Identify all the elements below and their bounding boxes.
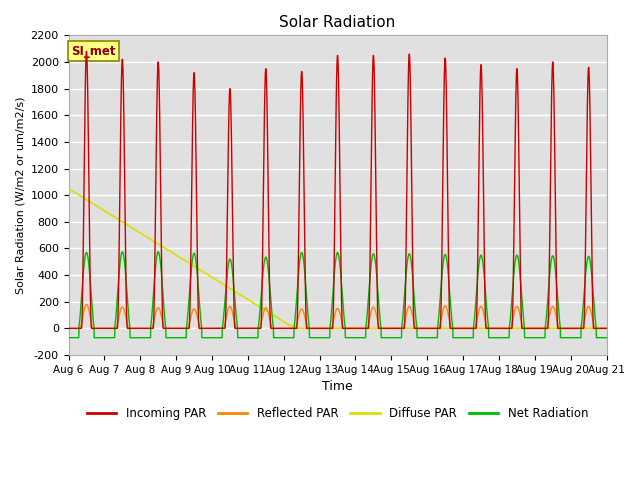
Legend: Incoming PAR, Reflected PAR, Diffuse PAR, Net Radiation: Incoming PAR, Reflected PAR, Diffuse PAR…	[82, 402, 593, 425]
Y-axis label: Solar Radiation (W/m2 or um/m2/s): Solar Radiation (W/m2 or um/m2/s)	[15, 96, 25, 294]
Text: SI_met: SI_met	[71, 45, 116, 58]
X-axis label: Time: Time	[322, 380, 353, 393]
Title: Solar Radiation: Solar Radiation	[280, 15, 396, 30]
